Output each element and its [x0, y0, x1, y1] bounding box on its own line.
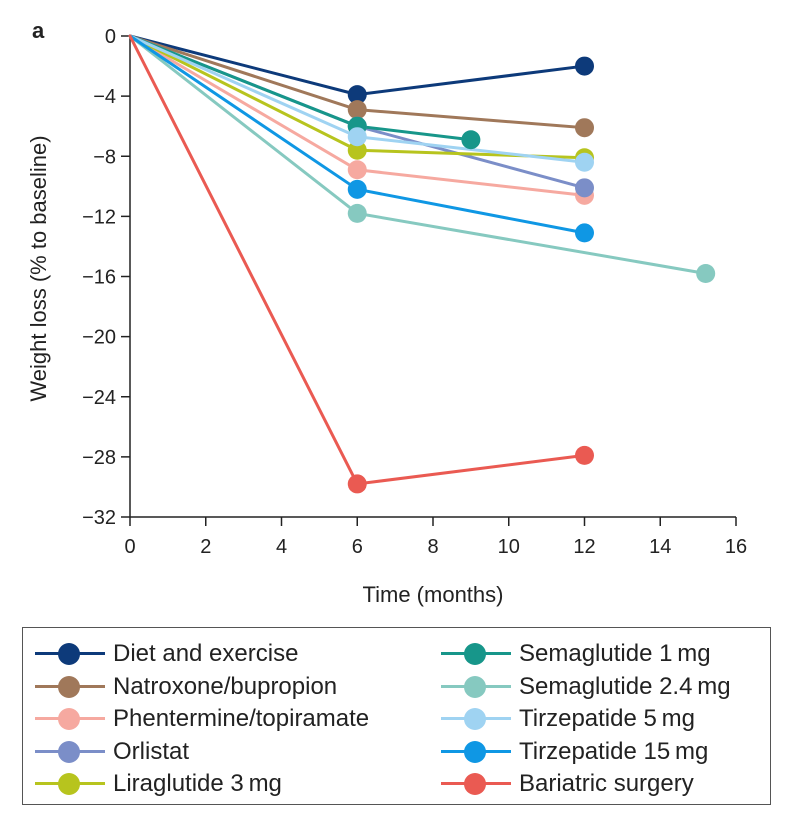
- data-point: [347, 203, 367, 223]
- y-tick-label: −32: [82, 507, 116, 529]
- chart-legend: Diet and exercise Natroxone/bupropion Phen…: [22, 627, 771, 805]
- legend-item: Tirzepatide 15 mg: [441, 736, 708, 768]
- data-point: [347, 127, 367, 147]
- x-tick-label: 2: [200, 536, 211, 558]
- legend-swatch: [441, 736, 511, 768]
- legend-label: Liraglutide 3 mg: [113, 770, 282, 797]
- x-tick-label: 10: [498, 536, 520, 558]
- x-tick-label: 0: [124, 536, 135, 558]
- legend-item: Semaglutide 2.4 mg: [441, 671, 731, 703]
- x-tick-label: 6: [352, 536, 363, 558]
- legend-item: Orlistat: [35, 736, 189, 768]
- legend-swatch: [441, 671, 511, 703]
- legend-label: Phentermine/topiramate: [113, 705, 370, 732]
- legend-swatch: [35, 736, 105, 768]
- y-tick-label: −24: [82, 387, 116, 409]
- legend-label: Tirzepatide 5 mg: [519, 705, 695, 732]
- y-tick-label: −16: [82, 267, 116, 289]
- data-point: [575, 56, 594, 76]
- legend-label: Semaglutide 1 mg: [519, 640, 711, 667]
- data-point: [347, 179, 367, 199]
- y-tick-label: 0: [105, 26, 116, 48]
- y-tick-label: −28: [82, 447, 116, 469]
- legend-item: Diet and exercise: [35, 638, 298, 670]
- data-point: [575, 118, 594, 138]
- data-point: [575, 223, 594, 243]
- data-point: [575, 152, 594, 172]
- legend-swatch: [441, 703, 511, 735]
- y-tick-label: −8: [93, 146, 116, 168]
- x-tick-label: 16: [725, 536, 747, 558]
- data-point: [347, 140, 367, 160]
- legend-item: Natroxone/bupropion: [35, 671, 337, 703]
- legend-label: Orlistat: [113, 737, 190, 765]
- legend-label: Semaglutide 2.4 mg: [519, 672, 731, 700]
- y-tick-label: −4: [93, 86, 116, 108]
- x-tick-label: 12: [573, 536, 595, 558]
- legend-label: Tirzepatide 15 mg: [519, 737, 709, 765]
- legend-label: Natroxone/bupropion: [113, 672, 338, 700]
- x-tick-label: 4: [276, 536, 287, 558]
- legend-swatch: [35, 638, 105, 670]
- legend-item: Liraglutide 3 mg: [35, 768, 282, 800]
- data-point: [347, 100, 367, 120]
- data-point: [575, 178, 594, 198]
- legend-item: Semaglutide 1 mg: [441, 638, 711, 670]
- x-axis-title: Time (months): [363, 582, 504, 607]
- legend-swatch: [441, 768, 511, 800]
- legend-swatch: [35, 703, 105, 735]
- data-point: [347, 160, 367, 180]
- data-point: [696, 263, 716, 283]
- legend-item: Tirzepatide 5 mg: [441, 703, 695, 735]
- y-axis-title: Weight loss (% to baseline): [26, 135, 51, 401]
- legend-swatch: [35, 671, 105, 703]
- data-point: [347, 474, 367, 494]
- data-point: [461, 130, 481, 150]
- legend-label: Diet and exercise: [113, 640, 299, 667]
- legend-label: Bariatric surgery: [519, 770, 694, 797]
- panel-label: a: [32, 18, 45, 43]
- y-tick-label: −12: [82, 206, 116, 228]
- legend-swatch: [441, 638, 511, 670]
- x-tick-label: 8: [427, 536, 438, 558]
- legend-item: Phentermine/topiramate: [35, 703, 369, 735]
- y-tick-label: −20: [82, 327, 116, 349]
- legend-item: Bariatric surgery: [441, 768, 694, 800]
- data-point: [347, 85, 367, 105]
- legend-swatch: [35, 768, 105, 800]
- data-point: [575, 445, 594, 465]
- x-tick-label: 14: [649, 536, 671, 558]
